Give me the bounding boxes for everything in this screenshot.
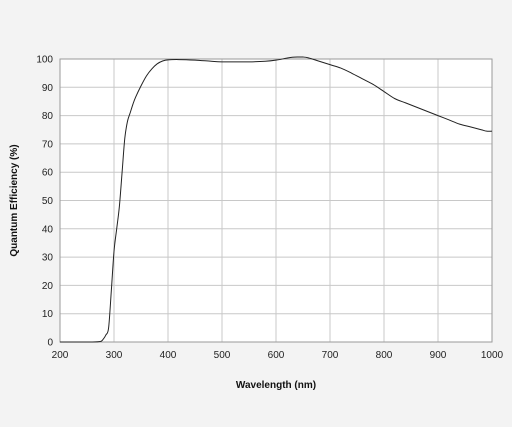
plot-frame	[59, 58, 493, 343]
x-tick-label-300: 300	[106, 350, 123, 361]
y-tick-label-20: 20	[42, 281, 54, 292]
y-tick-label-10: 10	[42, 309, 54, 320]
y-tick-label-40: 40	[42, 224, 54, 235]
x-tick-label-600: 600	[268, 350, 285, 361]
series-line	[59, 56, 493, 343]
y-axis-title: Quantum Efficiency (%)	[9, 144, 20, 256]
y-tick-label-0: 0	[47, 338, 53, 349]
x-tick-label-800: 800	[376, 350, 393, 361]
y-tick-label-50: 50	[42, 196, 54, 207]
x-tick-label-200: 200	[52, 350, 69, 361]
x-tick-label-1000: 1000	[481, 350, 504, 361]
y-tick-label-90: 90	[42, 83, 54, 94]
tick-labels: 200 300 400 500 600 700 800 900 1000 0 10 20 30 40 50 6…	[36, 55, 503, 362]
x-tick-label-900: 900	[430, 350, 447, 361]
x-tick-label-700: 700	[322, 350, 339, 361]
y-tick-label-60: 60	[42, 168, 54, 179]
y-tick-label-70: 70	[42, 139, 54, 150]
y-tick-label-80: 80	[42, 111, 54, 122]
x-tick-label-500: 500	[214, 350, 231, 361]
x-tick-label-400: 400	[160, 350, 177, 361]
y-tick-label-30: 30	[42, 253, 54, 264]
x-axis-title: Wavelength (nm)	[236, 380, 316, 391]
y-tick-label-100: 100	[36, 55, 53, 66]
